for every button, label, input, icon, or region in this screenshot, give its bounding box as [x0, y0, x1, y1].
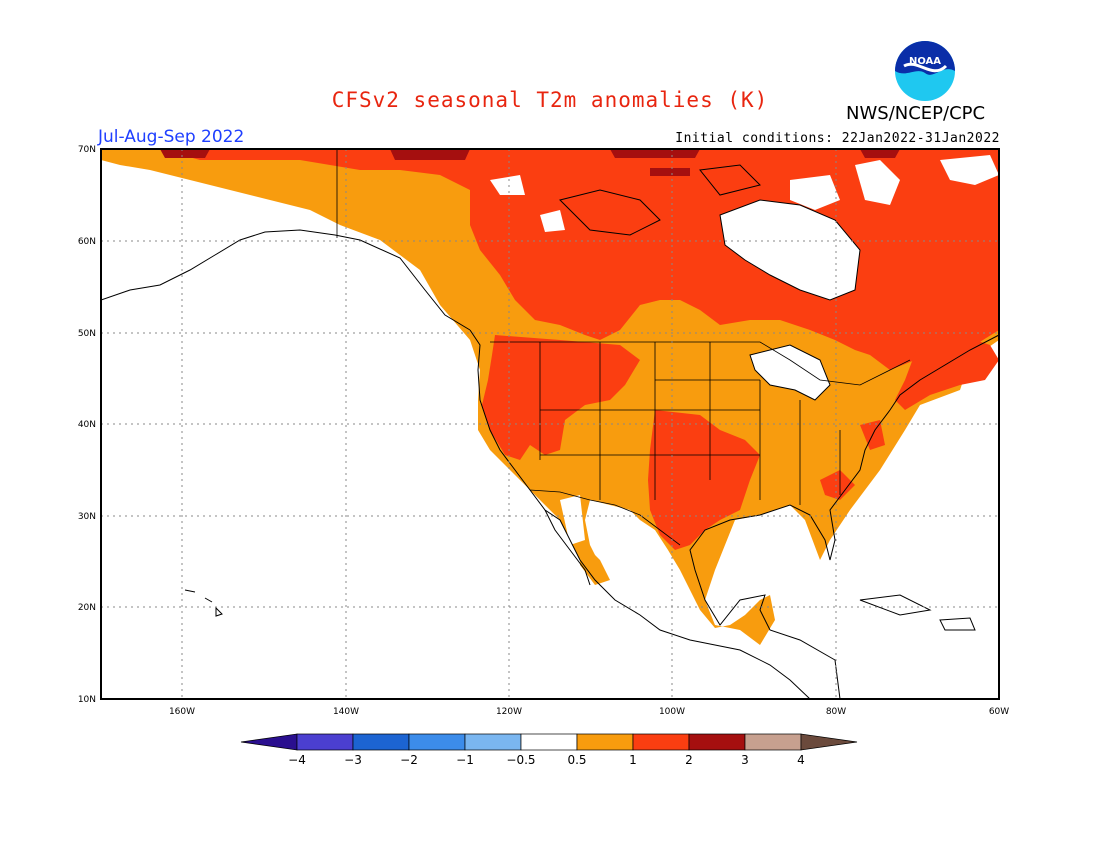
us-mexico-border	[529, 489, 681, 546]
forecast-period: Jul-Aug-Sep 2022	[98, 127, 245, 147]
alaska-coastline	[101, 229, 471, 331]
colorbar-label: −3	[344, 753, 362, 767]
anomaly-region-1-2	[820, 470, 855, 500]
colorbar-segment	[464, 733, 522, 751]
svg-text:NOAA: NOAA	[909, 56, 941, 67]
caribbean-islands	[939, 617, 976, 631]
hawaii-islands	[184, 589, 223, 617]
agency-label: NWS/NCEP/CPC	[846, 103, 986, 124]
baja-coastline	[544, 509, 591, 586]
pacific-coastline	[469, 329, 811, 699]
colorbar-segment	[408, 733, 466, 751]
map-frame	[100, 148, 1000, 700]
colorbar-label: −4	[288, 753, 306, 767]
anomaly-region-1-2	[482, 335, 640, 460]
lon-label: 100W	[659, 707, 685, 717]
colorbar-segment	[632, 733, 690, 751]
lat-label: 60N	[78, 237, 96, 247]
caribbean-islands	[859, 594, 932, 616]
great-lakes	[749, 344, 831, 401]
longitude-axis: 160W 140W 120W 100W 80W 60W	[169, 707, 1009, 717]
lat-label: 30N	[78, 512, 96, 522]
anomaly-region-2-3	[650, 168, 690, 176]
latitude-axis: 70N 60N 50N 40N 30N 20N 10N	[78, 145, 96, 705]
colorbar-segment	[296, 733, 354, 751]
colorbar-segment	[800, 733, 858, 751]
anomaly-region-1-2	[895, 335, 999, 410]
colorbar-label: −1	[456, 753, 474, 767]
map-title: CFSv2 seasonal T2m anomalies (K)	[331, 88, 769, 112]
graticule	[101, 149, 999, 699]
lon-label: 140W	[333, 707, 359, 717]
colorbar-label: 1	[629, 753, 637, 767]
gulf-coastline	[689, 334, 999, 699]
hudson-bay-coastline	[719, 199, 861, 301]
anomaly-region-1-2	[648, 410, 760, 550]
lat-label: 70N	[78, 145, 96, 155]
colorbar-label: 0.5	[567, 753, 586, 767]
colorbar: −4 −3 −2 −1 −0.5 0.5 1 2 3 4	[240, 733, 858, 767]
anomaly-region-2-3	[610, 149, 700, 158]
lat-label: 40N	[78, 420, 96, 430]
colorbar-label: −0.5	[506, 753, 535, 767]
arctic-islands	[699, 164, 761, 196]
noaa-logo: NOAA	[895, 41, 955, 101]
colorbar-segment	[576, 733, 634, 751]
anomaly-region-2-3	[390, 149, 470, 160]
colorbar-label: 3	[741, 753, 749, 767]
colorbar-label: 2	[685, 753, 693, 767]
colorbar-segment	[352, 733, 410, 751]
lat-label: 10N	[78, 695, 96, 705]
arctic-islands	[559, 189, 661, 236]
lon-label: 60W	[989, 707, 1009, 717]
anomaly-region-2-3	[160, 149, 210, 158]
canada-us-border	[490, 341, 911, 386]
lon-label: 160W	[169, 707, 195, 717]
lon-label: 120W	[496, 707, 522, 717]
state-borders	[539, 342, 841, 505]
lon-label: 80W	[826, 707, 846, 717]
anomaly-region-0.5-1	[580, 540, 610, 585]
initial-conditions: Initial conditions: 22Jan2022-31Jan2022	[675, 131, 1000, 146]
lat-label: 50N	[78, 329, 96, 339]
colorbar-segment	[240, 733, 298, 751]
lat-label: 20N	[78, 603, 96, 613]
colorbar-segment	[520, 733, 578, 751]
colorbar-segment	[688, 733, 746, 751]
colorbar-label: −2	[400, 753, 418, 767]
colorbar-segment	[744, 733, 802, 751]
colorbar-label: 4	[797, 753, 805, 767]
anomaly-region-2-3	[860, 149, 900, 158]
